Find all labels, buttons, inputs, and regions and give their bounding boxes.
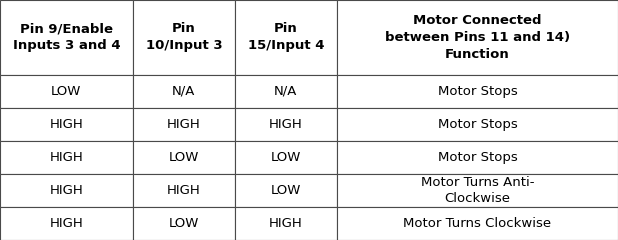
Bar	[337, 174, 618, 207]
Text: Pin
15/Input 4: Pin 15/Input 4	[248, 23, 324, 53]
Bar	[0, 108, 133, 141]
Text: LOW: LOW	[169, 151, 199, 164]
Text: HIGH: HIGH	[269, 217, 303, 230]
Bar	[133, 141, 235, 174]
Text: N/A: N/A	[172, 85, 195, 98]
Bar	[133, 108, 235, 141]
Bar	[0, 0, 133, 75]
Bar	[0, 141, 133, 174]
Bar	[235, 75, 337, 108]
Text: Motor Turns Anti-
Clockwise: Motor Turns Anti- Clockwise	[421, 175, 534, 205]
Bar	[337, 75, 618, 108]
Text: LOW: LOW	[51, 85, 82, 98]
Bar	[133, 174, 235, 207]
Text: Pin
10/Input 3: Pin 10/Input 3	[146, 23, 222, 53]
Bar	[337, 0, 618, 75]
Text: Motor Stops: Motor Stops	[438, 118, 517, 131]
Text: Motor Stops: Motor Stops	[438, 151, 517, 164]
Text: HIGH: HIGH	[49, 184, 83, 197]
Text: Motor Stops: Motor Stops	[438, 85, 517, 98]
Bar	[337, 207, 618, 240]
Text: LOW: LOW	[169, 217, 199, 230]
Bar	[0, 207, 133, 240]
Text: Motor Turns Clockwise: Motor Turns Clockwise	[404, 217, 551, 230]
Bar	[337, 108, 618, 141]
Bar	[235, 0, 337, 75]
Text: Motor Connected
between Pins 11 and 14)
Function: Motor Connected between Pins 11 and 14) …	[385, 14, 570, 61]
Text: HIGH: HIGH	[167, 184, 201, 197]
Bar	[235, 108, 337, 141]
Text: LOW: LOW	[271, 151, 301, 164]
Bar	[337, 141, 618, 174]
Text: HIGH: HIGH	[269, 118, 303, 131]
Bar	[0, 75, 133, 108]
Text: HIGH: HIGH	[167, 118, 201, 131]
Text: N/A: N/A	[274, 85, 297, 98]
Bar	[235, 141, 337, 174]
Text: HIGH: HIGH	[49, 151, 83, 164]
Text: HIGH: HIGH	[49, 217, 83, 230]
Bar	[235, 174, 337, 207]
Bar	[133, 0, 235, 75]
Bar	[0, 174, 133, 207]
Bar	[133, 207, 235, 240]
Bar	[133, 75, 235, 108]
Text: Pin 9/Enable
Inputs 3 and 4: Pin 9/Enable Inputs 3 and 4	[12, 23, 121, 53]
Text: LOW: LOW	[271, 184, 301, 197]
Bar	[235, 207, 337, 240]
Text: HIGH: HIGH	[49, 118, 83, 131]
